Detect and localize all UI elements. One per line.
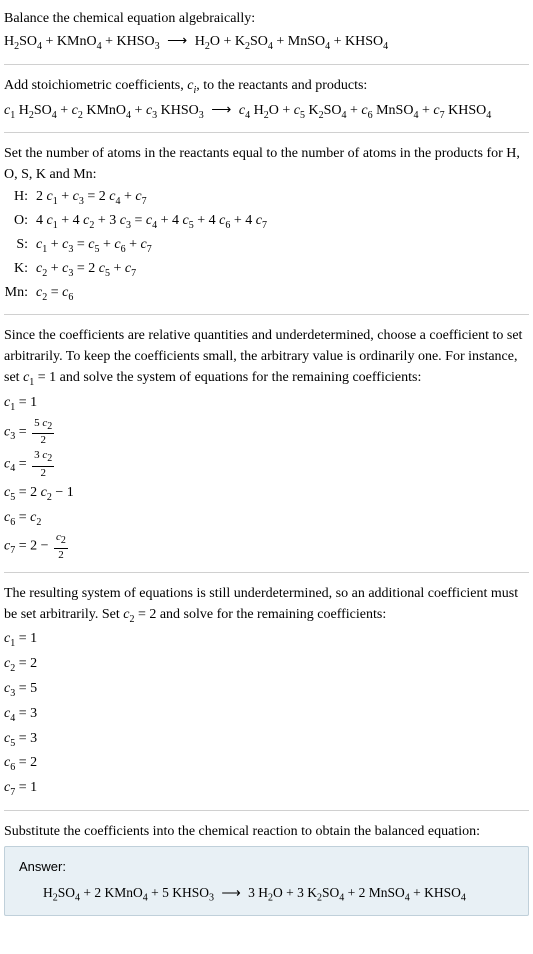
divider [4, 572, 529, 573]
coefficient-line: c1 = 1 [4, 392, 529, 415]
answer-box: Answer: H2SO4 + 2 KMnO4 + 5 KHSO3 ⟶ 3 H2… [4, 846, 529, 916]
section5-title: The resulting system of equations is sti… [4, 583, 529, 627]
element-label: K: [4, 258, 36, 281]
coefficient-line: c2 = 2 [4, 653, 529, 676]
element-label: H: [4, 186, 36, 209]
atom-equation: c1 + c3 = c5 + c6 + c7 [36, 234, 152, 257]
divider [4, 64, 529, 65]
atom-row: H:2 c1 + c3 = 2 c4 + c7 [4, 186, 529, 209]
divider [4, 810, 529, 811]
coefficient-line: c6 = c2 [4, 507, 529, 530]
coefficient-line: c5 = 2 c2 − 1 [4, 482, 529, 505]
section2-title: Add stoichiometric coefficients, ci, to … [4, 75, 529, 98]
section1-title: Balance the chemical equation algebraica… [4, 8, 529, 29]
element-label: S: [4, 234, 36, 257]
coefficient-line: c5 = 3 [4, 728, 529, 751]
coefficient-line: c4 = 3 [4, 703, 529, 726]
atom-equation: 2 c1 + c3 = 2 c4 + c7 [36, 186, 147, 209]
section4-title: Since the coefficients are relative quan… [4, 325, 529, 390]
coefficient-line: c1 = 1 [4, 628, 529, 651]
coefficient-line: c7 = 2 − c22 [4, 531, 529, 561]
atom-row: Mn:c2 = c6 [4, 282, 529, 305]
atom-equation: c2 + c3 = 2 c5 + c7 [36, 258, 136, 281]
atom-equation: 4 c1 + 4 c2 + 3 c3 = c4 + 4 c5 + 4 c6 + … [36, 210, 267, 233]
atom-row: S:c1 + c3 = c5 + c6 + c7 [4, 234, 529, 257]
atom-equation: c2 = c6 [36, 282, 73, 305]
section1-equation: H2SO4 + KMnO4 + KHSO3 ⟶ H2O + K2SO4 + Mn… [4, 31, 529, 54]
section2-equation: c1 H2SO4 + c2 KMnO4 + c3 KHSO3 ⟶ c4 H2O … [4, 100, 529, 123]
answer-label: Answer: [19, 857, 514, 877]
section4-coefficients: c1 = 1c3 = 5 c22c4 = 3 c22c5 = 2 c2 − 1c… [4, 392, 529, 562]
answer-equation: H2SO4 + 2 KMnO4 + 5 KHSO3 ⟶ 3 H2O + 3 K2… [19, 883, 514, 906]
atom-row: O:4 c1 + 4 c2 + 3 c3 = c4 + 4 c5 + 4 c6 … [4, 210, 529, 233]
atom-row: K:c2 + c3 = 2 c5 + c7 [4, 258, 529, 281]
section6-title: Substitute the coefficients into the che… [4, 821, 529, 842]
coefficient-line: c4 = 3 c22 [4, 449, 529, 479]
divider [4, 314, 529, 315]
divider [4, 132, 529, 133]
element-label: O: [4, 210, 36, 233]
coefficient-line: c3 = 5 c22 [4, 417, 529, 447]
coefficient-line: c6 = 2 [4, 752, 529, 775]
coefficient-line: c7 = 1 [4, 777, 529, 800]
element-label: Mn: [4, 282, 36, 305]
coefficient-line: c3 = 5 [4, 678, 529, 701]
section3-title: Set the number of atoms in the reactants… [4, 143, 529, 185]
atom-balance-table: H:2 c1 + c3 = 2 c4 + c7O:4 c1 + 4 c2 + 3… [4, 186, 529, 304]
section5-coefficients: c1 = 1c2 = 2c3 = 5c4 = 3c5 = 3c6 = 2c7 =… [4, 628, 529, 800]
